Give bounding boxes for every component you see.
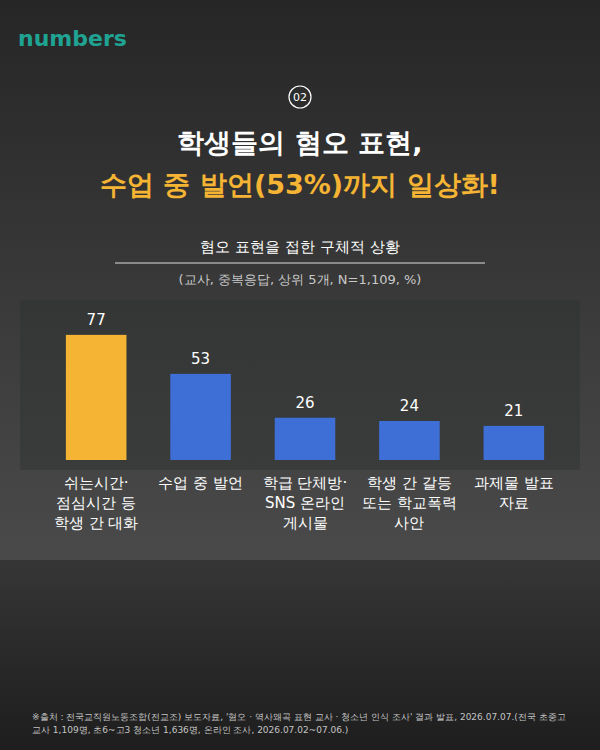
note: (교사, 중복응답, 상위 5개, N=1,109, %) xyxy=(179,272,422,287)
category-label: 쉬는시간·점심시간 등학생 간 대화 xyxy=(54,474,139,532)
data-label: 24 xyxy=(400,397,419,415)
title: 학생들의 혐오 표현, xyxy=(177,127,422,158)
bar xyxy=(484,426,545,460)
subtitle-rule xyxy=(115,263,485,264)
bar xyxy=(379,421,440,460)
data-label: 53 xyxy=(191,350,210,368)
board xyxy=(20,300,580,470)
data-label: 21 xyxy=(504,402,523,420)
brand: numbers xyxy=(18,26,127,51)
data-label: 77 xyxy=(87,311,106,329)
chart: numbers 02 학생들의 혐오 표현, 수업 중 발언(53%)까지 일상화! 혐… xyxy=(0,0,600,750)
badge: 02 xyxy=(293,91,307,104)
bar xyxy=(275,418,336,460)
bars xyxy=(66,335,544,460)
bar xyxy=(66,335,127,460)
category-label: 수업 중 발언 xyxy=(158,474,243,492)
subtitle: 혐오 표현을 접한 구체적 상황 xyxy=(200,238,399,256)
background xyxy=(0,0,600,750)
category-label: 학급 단체방·SNS 온라인게시물 xyxy=(263,474,348,532)
badge-circle xyxy=(289,86,311,108)
category-label: 과제물 발표자료 xyxy=(474,474,554,512)
desks xyxy=(0,560,600,750)
title: 수업 중 발언(53%)까지 일상화! xyxy=(100,169,500,200)
source: ※출처 : 전국교직원노동조합(전교조) 보도자료, '혐오 · 역사왜곡 표현… xyxy=(32,712,566,735)
bar xyxy=(170,374,231,460)
category-label: 학생 간 갈등또는 학교폭력사안 xyxy=(362,474,457,532)
data-label: 26 xyxy=(295,394,314,412)
